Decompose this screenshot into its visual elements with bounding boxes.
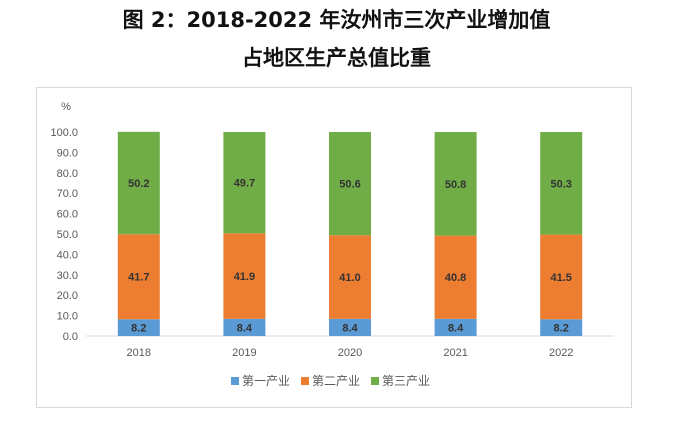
y-axis-label: %: [61, 101, 71, 113]
y-tick-label: 40.0: [57, 249, 78, 261]
data-label: 41.9: [234, 271, 255, 283]
data-label: 41.0: [339, 272, 360, 284]
y-tick-label: 80.0: [57, 168, 78, 180]
y-tick-label: 70.0: [57, 188, 78, 200]
y-tick-label: 0.0: [63, 331, 78, 343]
legend-label: 第二产业: [312, 374, 360, 388]
data-label: 41.7: [128, 272, 149, 284]
chart-subtitle: 占地区生产总值比重: [242, 46, 431, 70]
bar-segment: [540, 132, 583, 235]
bar-segment: [223, 132, 266, 234]
legend-label: 第三产业: [382, 374, 430, 388]
x-tick-label: 2019: [232, 347, 256, 359]
bar-segment: [117, 234, 160, 320]
legend-swatch: [231, 377, 239, 385]
data-label: 8.2: [131, 323, 146, 335]
bar-segment: [540, 319, 583, 336]
bar-segment: [434, 235, 477, 319]
x-tick-label: 2021: [443, 347, 467, 359]
bar-segment: [434, 318, 477, 336]
bar-segment: [329, 235, 371, 319]
bar-segment: [223, 233, 266, 319]
y-tick-label: 100.0: [50, 127, 78, 139]
data-label: 8.4: [237, 322, 253, 334]
data-label: 8.4: [342, 322, 358, 334]
data-label: 50.3: [550, 178, 571, 190]
legend-label: 第一产业: [242, 374, 290, 388]
data-label: 50.2: [128, 178, 149, 190]
data-label: 41.5: [550, 272, 571, 284]
data-label: 50.6: [339, 179, 360, 191]
y-tick-label: 60.0: [57, 209, 78, 221]
y-tick-label: 10.0: [57, 311, 78, 323]
legend-swatch: [301, 377, 309, 385]
bar-segment: [434, 132, 477, 236]
chart-title: 图 2：2018-2022 年汝州市三次产业增加值: [122, 8, 551, 32]
legend-swatch: [371, 377, 379, 385]
bar-segment: [223, 318, 266, 336]
bar-segment: [117, 131, 160, 235]
data-label: 8.4: [448, 322, 464, 334]
x-tick-label: 2022: [549, 347, 573, 359]
bar-segment: [329, 132, 371, 236]
data-label: 50.8: [445, 179, 466, 191]
bar-segment: [117, 319, 160, 336]
x-tick-label: 2020: [338, 347, 362, 359]
y-tick-label: 30.0: [57, 270, 78, 282]
y-tick-label: 50.0: [57, 229, 78, 241]
data-label: 8.2: [554, 323, 569, 335]
bar-segment: [540, 234, 583, 320]
data-label: 49.7: [234, 178, 255, 190]
y-tick-label: 90.0: [57, 147, 78, 159]
y-tick-label: 20.0: [57, 290, 78, 302]
x-tick-label: 2018: [127, 347, 151, 359]
data-label: 40.8: [445, 272, 466, 284]
bar-segment: [329, 318, 371, 336]
chart-frame: [36, 87, 632, 408]
